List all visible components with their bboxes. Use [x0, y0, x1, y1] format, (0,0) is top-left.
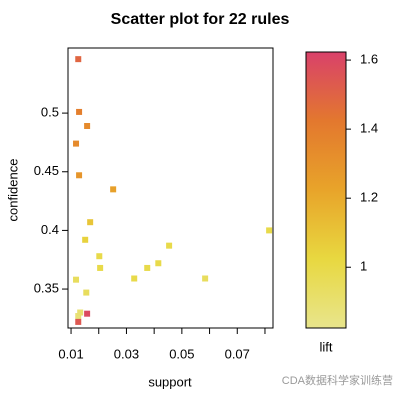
- point: [202, 275, 209, 282]
- point: [76, 108, 83, 115]
- point: [266, 227, 273, 234]
- point: [82, 236, 89, 243]
- y-tick-label: 0.4: [41, 222, 59, 237]
- point: [75, 318, 82, 325]
- colorbar-tick-label: 1.6: [360, 52, 378, 67]
- plot-frame: [67, 47, 274, 329]
- point: [84, 310, 91, 317]
- watermark: CDA数据科学家训练营: [282, 373, 393, 387]
- point: [75, 56, 82, 63]
- colorbar-tick-label: 1.2: [360, 190, 378, 205]
- x-tick-label: 0.01: [58, 346, 83, 361]
- y-axis-label: confidence: [5, 159, 20, 222]
- point: [96, 253, 103, 260]
- point: [76, 172, 83, 179]
- point: [155, 260, 162, 267]
- x-axis-label: support: [148, 374, 192, 389]
- y-tick-label: 0.5: [41, 105, 59, 120]
- chart-title: Scatter plot for 22 rules: [111, 11, 290, 28]
- colorbar: [305, 51, 347, 329]
- point: [73, 140, 80, 147]
- point: [77, 309, 84, 316]
- colorbar-tick-label: 1.4: [360, 121, 378, 136]
- point: [166, 242, 173, 249]
- point: [131, 275, 138, 282]
- point: [97, 264, 104, 271]
- point: [110, 186, 117, 193]
- point: [84, 123, 91, 130]
- x-tick-label: 0.07: [225, 346, 250, 361]
- x-tick-label: 0.05: [169, 346, 194, 361]
- point: [83, 289, 90, 296]
- colorbar-tick-label: 1: [360, 259, 367, 274]
- x-tick-label: 0.03: [114, 346, 139, 361]
- y-tick-label: 0.45: [34, 163, 59, 178]
- y-tick-label: 0.35: [34, 280, 59, 295]
- point: [75, 313, 82, 320]
- point: [144, 264, 151, 271]
- colorbar-label: lift: [320, 339, 333, 354]
- point: [87, 219, 94, 226]
- point: [73, 276, 80, 283]
